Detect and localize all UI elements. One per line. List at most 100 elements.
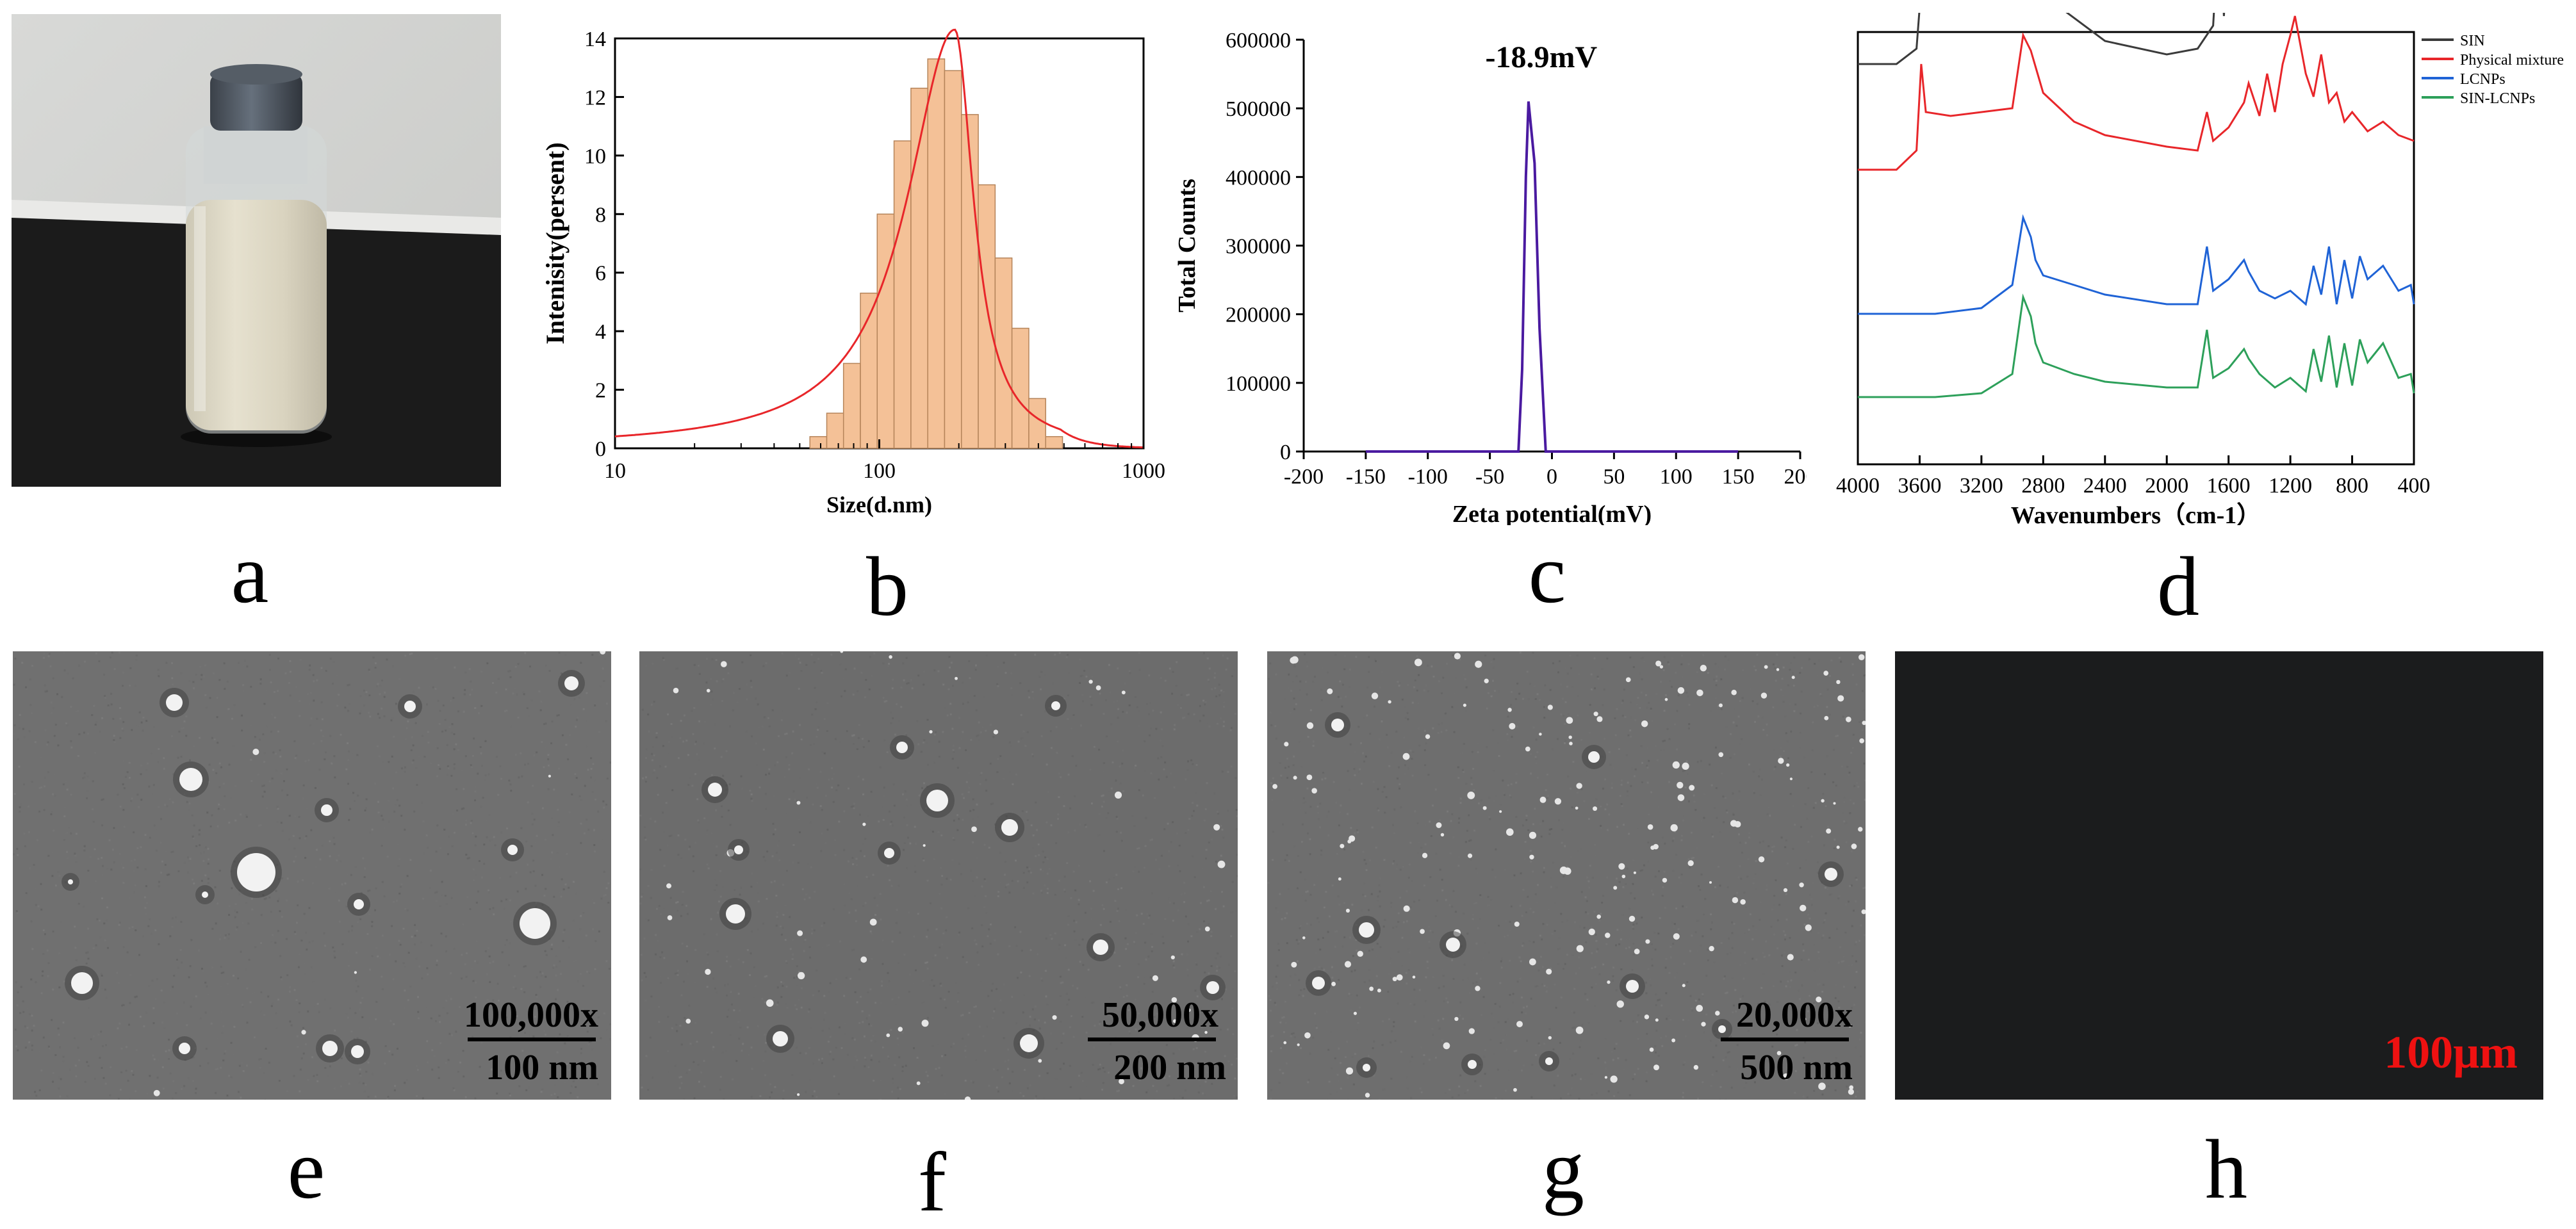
nanoparticle xyxy=(971,826,977,832)
magnification-label: 100,000x xyxy=(464,997,598,1033)
nanoparticle xyxy=(1593,806,1597,811)
nanoparticle xyxy=(1122,690,1126,694)
legend-label: LCNPs xyxy=(2460,71,2506,88)
nanoparticle xyxy=(1605,1076,1607,1078)
scale-length-label: 100 nm xyxy=(486,1050,598,1086)
nanoparticle xyxy=(797,931,803,936)
nanoparticle xyxy=(1837,695,1844,701)
nanoparticle xyxy=(1293,776,1297,779)
nanoparticle xyxy=(1331,719,1344,731)
nanoparticle xyxy=(1420,929,1425,934)
nanoparticle xyxy=(1761,692,1767,698)
nanoparticle xyxy=(1836,680,1840,684)
nanoparticle xyxy=(1388,700,1391,703)
nanoparticle xyxy=(1731,690,1736,695)
nanoparticle xyxy=(1671,1039,1675,1043)
nanoparticle xyxy=(666,883,671,888)
nanoparticle xyxy=(1718,1025,1726,1033)
nanoparticle xyxy=(1436,822,1441,828)
nanoparticle xyxy=(1560,867,1568,874)
nanoparticle xyxy=(1660,665,1663,668)
nanoparticle xyxy=(1653,844,1659,850)
panel-label-b: b xyxy=(823,544,951,629)
histogram-bar xyxy=(978,185,995,448)
nanoparticle xyxy=(1792,676,1795,679)
nanoparticle xyxy=(1682,763,1689,770)
nanoparticle xyxy=(1516,1021,1523,1027)
y-tick-label: 6 xyxy=(595,262,606,286)
panel-label-d: d xyxy=(2114,544,2242,629)
x-tick-label: -50 xyxy=(1475,465,1504,489)
nanoparticle xyxy=(1626,980,1639,993)
y-axis-label: Total Counts xyxy=(1174,179,1201,313)
nanoparticle xyxy=(237,853,275,891)
nanoparticle xyxy=(1397,974,1403,981)
nanoparticle xyxy=(1787,954,1794,961)
nanoparticle xyxy=(1622,875,1626,879)
nanoparticle xyxy=(884,848,894,858)
nanoparticle xyxy=(1365,1093,1370,1097)
nanoparticle xyxy=(1800,905,1806,911)
nanoparticle xyxy=(1422,853,1427,858)
nanoparticle xyxy=(1115,792,1122,799)
nanoparticle xyxy=(1206,981,1219,994)
nanoparticle xyxy=(1588,751,1600,763)
legend-label: Physical mixture xyxy=(2460,52,2564,69)
histogram-bar xyxy=(894,141,911,448)
panel-label-a: a xyxy=(186,532,314,616)
nanoparticle xyxy=(1568,735,1571,738)
nanoparticle xyxy=(1566,717,1573,724)
nanoparticle xyxy=(896,742,908,753)
nanoparticle xyxy=(68,879,73,884)
nanoparticle xyxy=(1425,734,1430,738)
nanoparticle xyxy=(1327,688,1333,694)
nanoparticle xyxy=(1678,794,1685,801)
x-tick-label: 2000 xyxy=(2145,474,2188,498)
nanoparticle xyxy=(548,775,551,777)
nanoparticle xyxy=(929,730,932,733)
nanoparticle xyxy=(955,677,958,680)
nanoparticle xyxy=(1469,1028,1475,1034)
nanoparticle xyxy=(1346,1068,1353,1075)
nanoparticle xyxy=(1596,915,1601,919)
x-tick-label: 100 xyxy=(1660,465,1693,489)
nanoparticle xyxy=(1709,881,1712,884)
nanoparticle xyxy=(1825,868,1837,881)
nanoparticle xyxy=(798,972,805,979)
nanoparticle xyxy=(1673,761,1680,769)
nanoparticle xyxy=(202,891,208,898)
nanoparticle xyxy=(1786,763,1789,767)
nanoparticle xyxy=(1689,785,1694,791)
nanoparticle xyxy=(252,749,259,755)
nanoparticle xyxy=(1499,810,1502,813)
nanoparticle xyxy=(1354,1012,1357,1015)
nanoparticle xyxy=(796,801,800,805)
x-tick-label: 100 xyxy=(863,459,896,483)
nanoparticle xyxy=(1403,753,1410,760)
nanoparticle xyxy=(1730,820,1737,827)
nanoparticle xyxy=(1846,717,1851,722)
nanoparticle xyxy=(1848,1089,1854,1095)
nanoparticle xyxy=(1053,1015,1057,1020)
nanoparticle xyxy=(1346,909,1350,913)
histogram-bar xyxy=(1012,329,1029,448)
histogram-bar xyxy=(1029,398,1046,448)
nanoparticle xyxy=(71,972,93,994)
nanoparticle xyxy=(1507,708,1511,712)
nanoparticle xyxy=(1700,665,1707,671)
nanoparticle xyxy=(1575,806,1579,810)
nanoparticle xyxy=(1645,940,1650,944)
nanoparticle xyxy=(1038,1059,1042,1063)
histogram-bar xyxy=(810,437,826,448)
nanoparticle xyxy=(1363,1064,1370,1071)
nanoparticle xyxy=(1655,1018,1659,1021)
scale-bar xyxy=(1721,1038,1849,1041)
nanoparticle xyxy=(1605,932,1610,938)
nanoparticle xyxy=(1823,671,1828,676)
nanoparticle xyxy=(1569,742,1573,745)
y-tick-label: 200000 xyxy=(1226,304,1291,327)
nanoparticle xyxy=(1218,861,1226,868)
nanoparticle xyxy=(1345,961,1351,968)
ftir-line xyxy=(1858,218,2414,314)
y-tick-label: 12 xyxy=(584,86,606,110)
